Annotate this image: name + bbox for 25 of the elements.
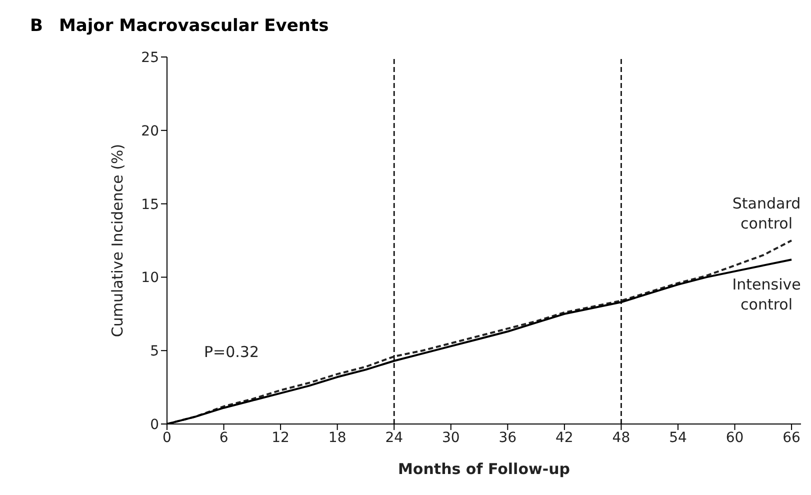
x-tick-label: 42 (556, 430, 574, 446)
y-tick-label: 5 (150, 344, 159, 360)
series-label: Standard control (732, 194, 801, 232)
x-tick-label: 66 (782, 430, 801, 446)
text: B (30, 16, 43, 36)
x-tick-label: 36 (498, 430, 517, 446)
x-tick-label: 12 (272, 430, 290, 446)
y-tick-label: 10 (141, 270, 159, 286)
x-tick-label: 0 (162, 430, 172, 446)
x-tick-label: 54 (669, 430, 687, 446)
y-tick-label: 0 (150, 416, 159, 433)
x-tick-label: 48 (612, 430, 630, 446)
x-tick-label: 60 (726, 430, 744, 446)
y-axis-title: Cumulative Incidence (%) (108, 144, 126, 338)
y-tick-label: 15 (141, 196, 159, 213)
chart-title: Major Macrovascular Events (58, 16, 329, 36)
x-tick-label: 24 (385, 430, 404, 446)
series-label: Intensive control (732, 276, 801, 314)
x-tick-label: 18 (328, 430, 346, 446)
y-tick-label: 25 (141, 50, 159, 66)
annotation: P=0.32 (204, 343, 260, 361)
x-tick-label: 6 (219, 430, 228, 446)
y-tick-label: 20 (141, 123, 159, 140)
x-axis-title: Months of Follow-up (398, 460, 570, 478)
x-tick-label: 30 (442, 430, 460, 446)
